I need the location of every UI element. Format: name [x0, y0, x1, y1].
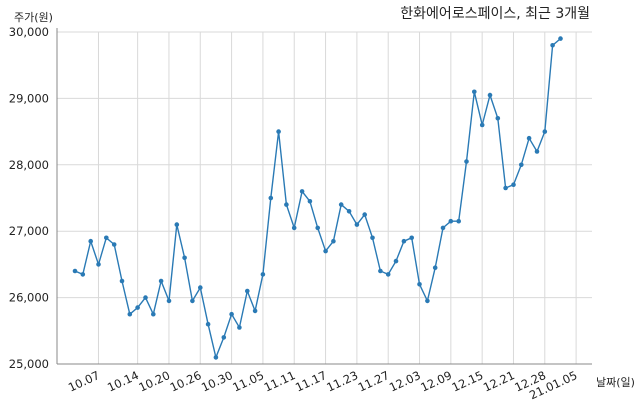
axes [56, 28, 592, 365]
data-point [378, 268, 383, 274]
data-point [307, 199, 313, 204]
y-axis-label: 주가(원) [14, 11, 53, 24]
data-point [511, 182, 516, 187]
data-point [417, 282, 422, 287]
data-point [425, 298, 430, 304]
data-point [472, 89, 477, 95]
data-point [260, 272, 266, 277]
data-point [221, 335, 227, 340]
data-point [550, 43, 555, 48]
data-point [213, 355, 219, 360]
data-point [346, 209, 352, 214]
data-point [135, 305, 140, 310]
data-point [315, 225, 321, 231]
data-point [362, 212, 368, 217]
data-point [558, 36, 563, 41]
price-series [72, 36, 563, 360]
data-point [401, 238, 407, 244]
data-point [409, 235, 415, 241]
data-point [237, 325, 242, 330]
grid-lines [57, 31, 592, 365]
y-tick-label: 26,000 [9, 291, 49, 305]
data-point [393, 258, 399, 264]
data-point [190, 298, 195, 304]
data-point [448, 218, 454, 224]
y-tick-label: 27,000 [9, 224, 49, 238]
data-point [519, 162, 524, 168]
data-point [534, 149, 540, 154]
y-tick-label: 29,000 [9, 91, 49, 105]
data-point [276, 129, 281, 134]
data-point [331, 238, 336, 244]
data-point [354, 222, 360, 227]
data-point [143, 295, 148, 300]
y-tick-labels: 25,000 26,000 27,000 28,000 29,000 30,000 [9, 25, 49, 371]
data-point [440, 225, 446, 231]
data-point [284, 202, 289, 207]
data-point [503, 185, 508, 191]
data-point [229, 311, 234, 317]
data-point [127, 311, 133, 317]
data-point [158, 278, 164, 284]
data-point [245, 288, 250, 294]
data-point [370, 235, 375, 241]
data-point [174, 222, 180, 227]
data-point [96, 262, 101, 267]
data-point [456, 218, 462, 224]
data-point [166, 298, 172, 304]
data-point [198, 285, 203, 290]
data-point [479, 122, 485, 128]
data-point [119, 278, 125, 284]
data-point [291, 225, 297, 231]
data-point [252, 308, 258, 314]
data-point [111, 242, 117, 247]
data-point [542, 129, 548, 134]
y-tick-label: 30,000 [9, 25, 49, 39]
data-point [495, 116, 501, 121]
data-point [205, 321, 211, 327]
data-point [72, 268, 78, 274]
data-point [182, 255, 187, 261]
data-point [526, 135, 532, 141]
data-point [464, 159, 469, 164]
chart-title: 한화에어로스페이스, 최근 3개월 [400, 6, 590, 22]
y-tick-label: 25,000 [9, 357, 49, 371]
x-tick-labels: 10.07 10.1410.2010.2610.3011.0511.1111.17… [66, 368, 579, 402]
data-point [151, 311, 156, 317]
y-tick-label: 28,000 [9, 158, 49, 172]
data-point [432, 265, 438, 271]
data-point [268, 195, 274, 201]
data-point [80, 272, 86, 277]
data-point [487, 92, 493, 98]
data-point [323, 248, 328, 254]
data-point [338, 202, 344, 207]
data-point [104, 235, 109, 241]
x-axis-label: 날짜(일) [596, 375, 635, 389]
data-point [385, 272, 391, 277]
data-point [299, 189, 305, 194]
x-tick-label: 10.07 [66, 368, 102, 395]
price-line [74, 38, 561, 360]
data-point [88, 238, 93, 244]
